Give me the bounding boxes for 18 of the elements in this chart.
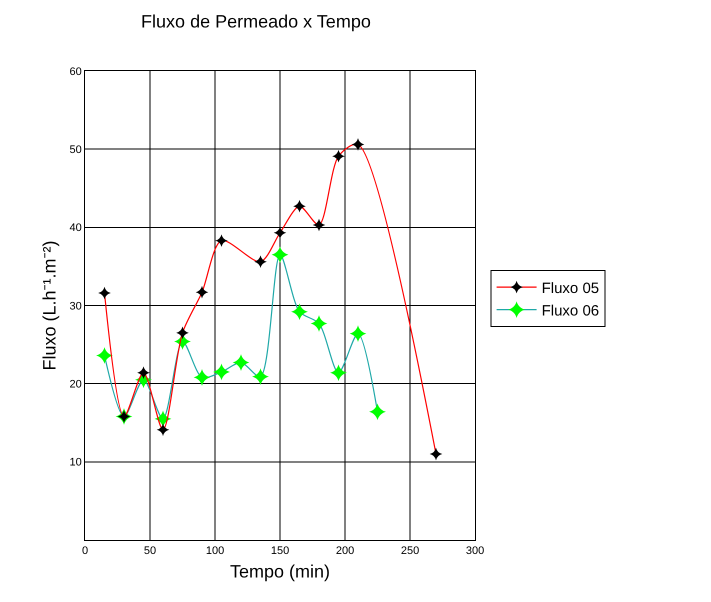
x-tick-label: 150 — [270, 545, 290, 558]
x-tick-label: 200 — [336, 545, 354, 558]
x-tick-label: 300 — [466, 545, 484, 558]
x-tick-label: 250 — [400, 545, 420, 558]
y-tick-label: 40 — [70, 222, 82, 234]
legend-label: Fluxo 06 — [542, 302, 600, 320]
x-tick-label: 0 — [82, 545, 88, 558]
x-tick-label: 100 — [206, 545, 224, 558]
x-tick-label: 50 — [144, 545, 156, 558]
y-tick-label: 60 — [70, 66, 82, 78]
y-tick-label: 30 — [70, 300, 82, 312]
legend-label: Fluxo 05 — [542, 280, 600, 297]
x-axis-title: Tempo (min) — [230, 561, 330, 582]
chart-title: Fluxo de Permeado x Tempo — [141, 12, 371, 32]
y-tick-label: 10 — [70, 456, 82, 469]
y-axis-title: Fluxo (L.h⁻¹.m⁻²) — [40, 240, 60, 371]
y-tick-label: 20 — [70, 378, 82, 391]
y-tick-label: 50 — [70, 144, 82, 156]
